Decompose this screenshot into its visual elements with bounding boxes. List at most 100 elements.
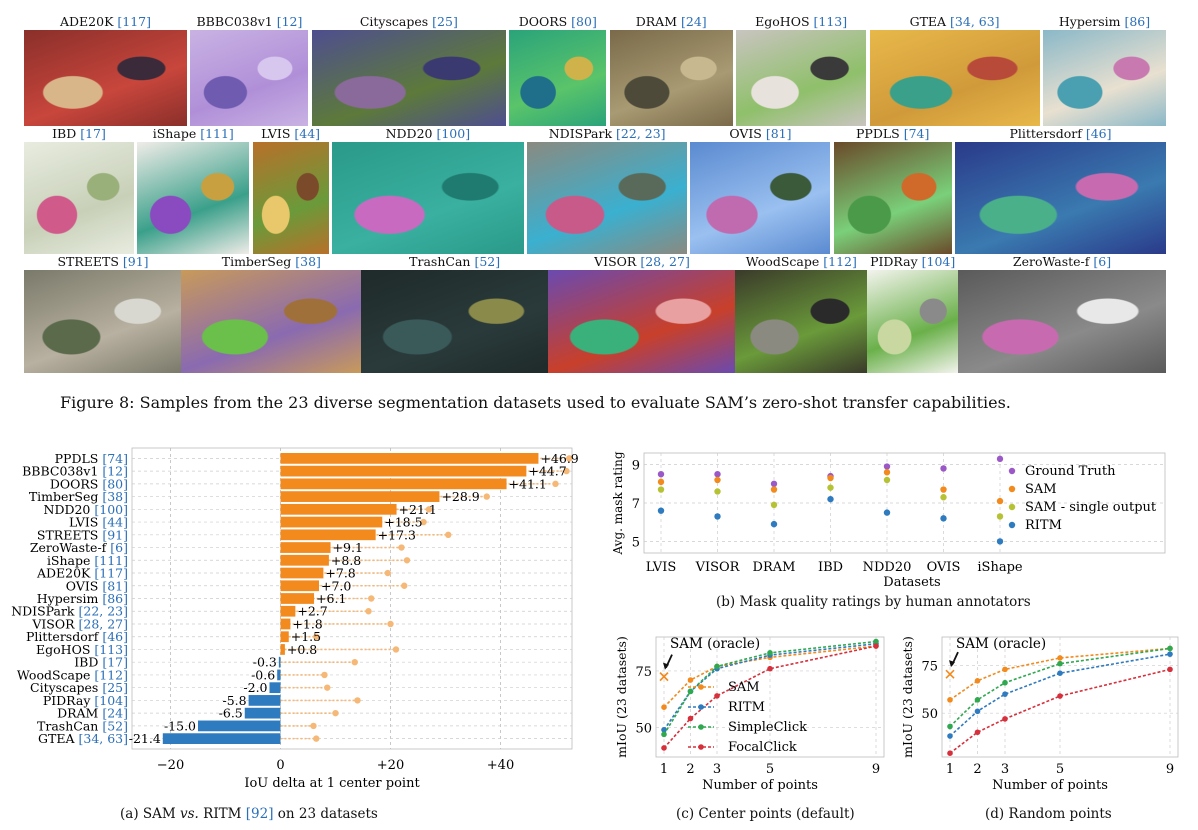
series-point-simpleclick	[687, 688, 694, 695]
oracle-point	[310, 722, 317, 730]
dataset-citation: [38]	[295, 254, 321, 269]
rating-point-ritm	[770, 520, 778, 528]
bar	[162, 733, 281, 744]
dataset-citation: [52]	[474, 254, 501, 269]
rating-point-sam-single-output	[770, 501, 778, 509]
panel-b-xtick-label: OVIS	[927, 560, 961, 575]
xtick-label: 5	[1056, 762, 1064, 777]
bar	[280, 453, 539, 464]
dataset-name: LVIS	[261, 126, 295, 141]
oracle-point	[313, 633, 320, 640]
mask-quality-rating-chart: 5 7 9 LVIS VISOR DRAM IBD NDD20 OVIS iShape Datase…	[611, 451, 1166, 590]
oracle-marker	[945, 669, 955, 679]
oracle-point	[387, 620, 394, 628]
ytick-label: 75	[921, 660, 938, 675]
bar-value-label: +21.1	[399, 502, 437, 517]
rating-point-sam	[827, 474, 834, 482]
bar-category-label: OVIS [81]	[66, 578, 128, 593]
series-point-sam	[687, 677, 694, 683]
center-points-line-chart: 50 75 1 2 3 5 9 Number of points mIoU (23 datase…	[614, 636, 885, 793]
dataset-label-ndispark: NDISPark [22, 23]	[527, 126, 687, 141]
bar-value-label: -2.0	[243, 680, 267, 695]
dataset-sample-egohos	[736, 30, 867, 126]
bar-category-label: Cityscapes [25]	[30, 680, 128, 695]
oracle-point	[552, 480, 559, 488]
dataset-name: ZeroWaste-f	[1012, 254, 1094, 269]
ytick-label: 50	[921, 707, 938, 722]
series-point-focalclick	[947, 750, 953, 756]
bar-category-label: DOORS [80]	[50, 476, 128, 491]
bar	[280, 465, 527, 477]
oracle-annotation: SAM (oracle)	[956, 636, 1046, 652]
oracle-point	[321, 671, 328, 679]
dataset-sample-visor	[548, 270, 736, 373]
dataset-sample-lvis	[252, 142, 329, 254]
legend-label: SAM - single output	[1025, 500, 1157, 515]
dataset-citation: [111]	[200, 126, 234, 141]
dataset-sample-streets	[24, 270, 182, 373]
oracle-point	[420, 518, 427, 526]
legend-label: SAM	[1025, 482, 1057, 497]
series-point-ritm	[974, 708, 981, 715]
dataset-citation: [117]	[117, 14, 152, 29]
bar	[277, 669, 281, 681]
dataset-sample-woodscape	[735, 270, 868, 373]
bar	[248, 695, 281, 706]
dataset-label-lvis: LVIS [44]	[253, 126, 329, 141]
series-point-focalclick	[687, 715, 694, 722]
rating-point-sam	[940, 486, 947, 493]
series-point-focalclick	[1057, 693, 1063, 699]
legend-label: RITM	[1025, 518, 1062, 533]
dataset-name: Cityscapes	[359, 14, 433, 29]
bar	[280, 593, 315, 604]
arrow-head-icon	[663, 662, 669, 670]
dataset-sample-doors	[509, 30, 607, 126]
bar-value-label: +18.5	[384, 515, 422, 530]
panel-b-xtick-label: NDD20	[863, 560, 912, 575]
dataset-name: NDISPark	[548, 126, 617, 141]
series-line-ritm	[949, 653, 1171, 737]
oracle-marker	[659, 672, 669, 682]
rating-point-sam	[883, 469, 891, 476]
bar	[280, 580, 319, 592]
panel-b-xtick-label: iShape	[977, 560, 1023, 575]
dataset-citation: [91]	[122, 254, 149, 269]
oracle-point	[351, 658, 358, 666]
dataset-name: PIDRay	[870, 254, 922, 269]
rating-point-ritm	[996, 538, 1004, 545]
ylabel: mIoU (23 datasets)	[900, 636, 915, 758]
dataset-label-gtea: GTEA [34, 63]	[870, 14, 1040, 29]
bar-value-label: +7.0	[321, 578, 351, 593]
dataset-citation: [28, 27]	[640, 254, 690, 269]
dataset-label-woodscape: WoodScape [112]	[735, 254, 867, 269]
oracle-point	[332, 709, 339, 717]
bar-category-label: GTEA [34, 63]	[38, 731, 128, 746]
bar	[280, 554, 329, 566]
dataset-name: TrashCan	[409, 254, 475, 269]
series-point-simpleclick	[974, 697, 981, 703]
dataset-sample-hypersim	[1043, 30, 1166, 126]
dataset-citation: [81]	[765, 126, 792, 141]
dataset-name: VISOR	[594, 254, 641, 269]
bar-category-label: BBBC038v1 [12]	[22, 464, 128, 479]
dataset-citation: [100]	[436, 126, 471, 141]
bar-category-label: TrashCan [52]	[37, 718, 128, 733]
bar-category-label: PPDLS [74]	[55, 451, 128, 466]
panel-a-xtick-label: 0	[276, 758, 284, 773]
legend-swatch	[1008, 521, 1016, 529]
oracle-point	[401, 582, 408, 589]
series-point-ritm	[661, 727, 667, 733]
panel-c-caption: (c) Center points (default)	[676, 806, 855, 822]
dataset-citation: [44]	[294, 126, 321, 141]
random-points-line-chart: 50 75 1 2 3 5 9 Number of points mIoU (23 datase…	[900, 636, 1179, 793]
series-point-ritm	[1057, 670, 1063, 676]
oracle-point	[392, 646, 400, 653]
series-point-simpleclick	[1167, 645, 1173, 652]
rating-point-sam	[996, 497, 1004, 505]
bar-value-label: +28.9	[441, 489, 479, 504]
dataset-citation: [113]	[813, 14, 848, 29]
panel-b-xtick-label: IBD	[818, 560, 843, 575]
dataset-label-ishape: iShape [111]	[137, 126, 249, 141]
dataset-citation: [22, 23]	[616, 126, 666, 141]
dataset-name: PPDLS	[856, 126, 904, 141]
